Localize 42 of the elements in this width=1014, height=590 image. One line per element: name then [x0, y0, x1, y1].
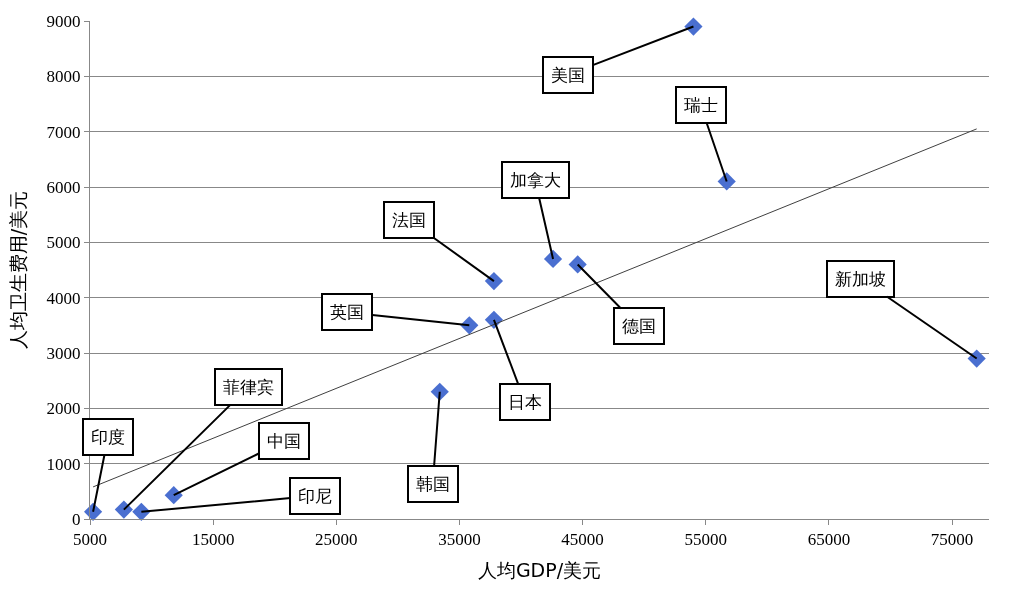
- x-tick-label: 15000: [191, 530, 235, 550]
- annotation: 中国: [267, 431, 301, 451]
- x-axis-title: 人均GDP/美元: [477, 559, 602, 582]
- point: [543, 249, 563, 269]
- annotation: 新加坡: [835, 269, 886, 289]
- y-tick-label: 3000: [46, 343, 81, 363]
- point: [717, 172, 736, 191]
- y-tick-label: 1000: [46, 454, 81, 474]
- y-tick-label: 0: [72, 509, 81, 529]
- x-tick-label: 35000: [438, 530, 481, 550]
- y-tick-label: 8000: [46, 67, 81, 87]
- annotation: 印度: [91, 427, 125, 447]
- annotation: 日本: [508, 392, 542, 412]
- x-tick-label: 25000: [315, 530, 358, 550]
- annotation: 瑞士: [684, 95, 718, 115]
- y-tick-label: 9000: [46, 11, 81, 31]
- annotation: 美国: [551, 65, 585, 85]
- x-tick-label: 65000: [807, 530, 851, 550]
- annotation: 德国: [622, 316, 656, 336]
- y-tick-label: 7000: [46, 122, 81, 142]
- x-tick-label: 55000: [684, 530, 727, 550]
- y-tick-label: 4000: [46, 288, 81, 308]
- annotation: 加拿大: [510, 170, 561, 190]
- point: [967, 349, 986, 368]
- x-tick-label: 45000: [561, 530, 604, 550]
- annotation: 韩国: [416, 474, 450, 494]
- point: [484, 271, 504, 291]
- annotation: 菲律宾: [223, 377, 274, 397]
- point: [460, 316, 479, 335]
- y-tick-label: 2000: [46, 399, 81, 419]
- point: [684, 17, 703, 36]
- x-tick-label: 75000: [930, 530, 974, 550]
- annotation: 英国: [330, 302, 364, 322]
- y-tick-label: 6000: [46, 177, 81, 197]
- point: [430, 382, 449, 401]
- point: [114, 500, 133, 519]
- annotation: 印尼: [298, 486, 332, 506]
- x-tick-label: 5000: [73, 530, 107, 550]
- y-tick-label: 5000: [46, 233, 81, 253]
- point: [164, 486, 183, 505]
- y-axis-title: 人均卫生费用/美元: [7, 190, 30, 350]
- annotation: 法国: [392, 210, 426, 230]
